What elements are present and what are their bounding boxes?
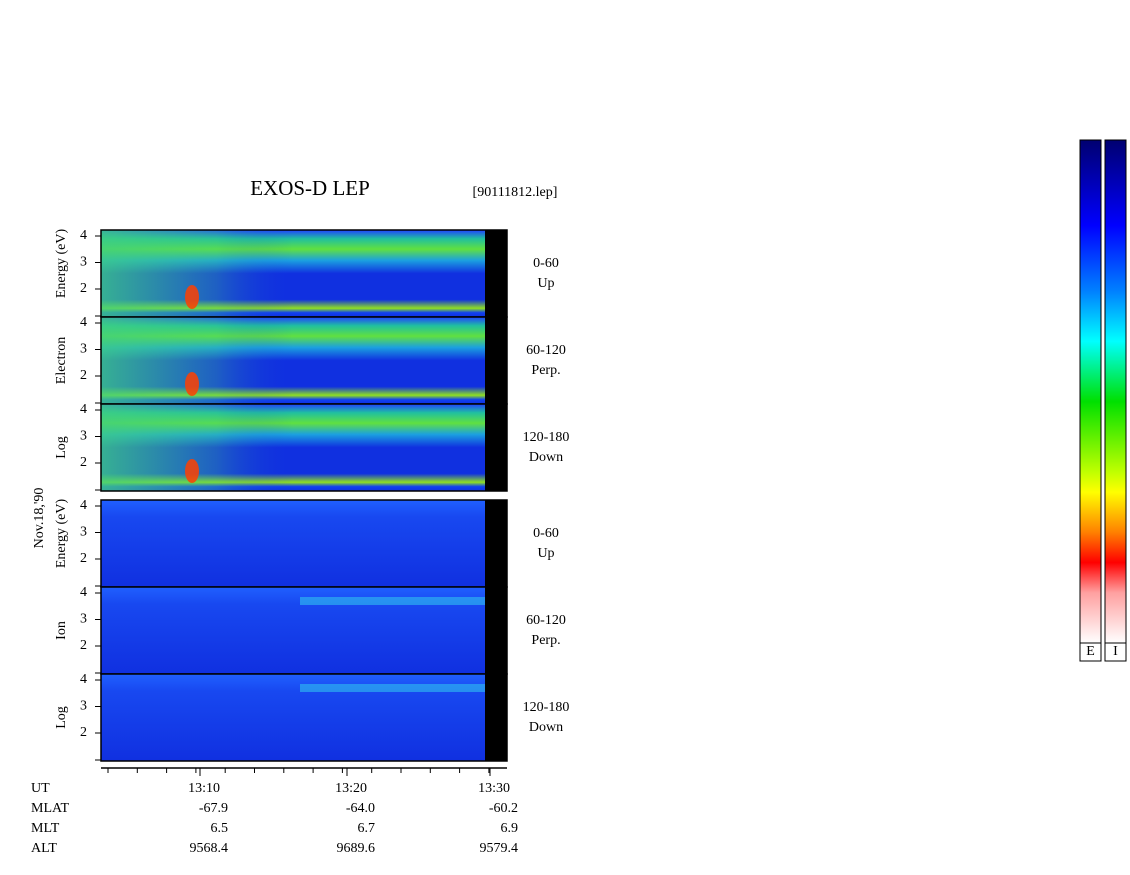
orbit-row-label: MLAT: [31, 801, 70, 816]
orbit-value: -64.0: [346, 801, 375, 816]
energy-tick-label: 2: [80, 368, 87, 383]
pitch-range: 0-60: [533, 526, 559, 541]
pitch-direction: Up: [537, 546, 554, 561]
orbit-value: 9579.4: [480, 841, 519, 856]
axis-label: Ion: [54, 621, 69, 640]
pitch-direction: Perp.: [531, 633, 560, 648]
pitch-range: 60-120: [526, 343, 566, 358]
time-tick-label: 13:20: [335, 781, 367, 796]
pitch-direction: Down: [529, 720, 563, 735]
energy-tick-label: 4: [80, 228, 87, 243]
spectrogram-overlay: [101, 317, 485, 404]
orbit-value: -67.9: [199, 801, 228, 816]
time-tick-label: 13:10: [188, 781, 220, 796]
energy-tick-label: 4: [80, 402, 87, 417]
data-gap: [485, 587, 507, 674]
time-tick-label: 13:30: [478, 781, 510, 796]
plot: EXOS-D LEP [90111812.lep] Nov.18,'90: [32, 176, 557, 549]
axis-label: Log: [54, 436, 69, 459]
data-gap: [485, 674, 507, 761]
energy-tick-label: 3: [80, 429, 87, 444]
data-gap: [485, 317, 507, 404]
pitch-direction: Up: [537, 276, 554, 291]
energy-tick-label: 4: [80, 498, 87, 513]
pitch-direction: Perp.: [531, 363, 560, 378]
energy-tick-label: 3: [80, 612, 87, 627]
spectrogram-overlay: [101, 230, 485, 317]
color-bar: [1079, 139, 1102, 644]
color-bar-label: I: [1113, 644, 1118, 659]
pitch-direction: Down: [529, 450, 563, 465]
data-gap: [485, 500, 507, 587]
data-gap: [485, 404, 507, 491]
orbit-value: 6.7: [358, 821, 376, 836]
data-gap: [485, 230, 507, 317]
orbit-row-label: UT: [31, 781, 50, 796]
pitch-range: 0-60: [533, 256, 559, 271]
spectrogram-feature: [185, 459, 199, 483]
pitch-range: 120-180: [523, 430, 570, 445]
orbit-value: 6.5: [211, 821, 229, 836]
energy-tick-label: 2: [80, 455, 87, 470]
pitch-range: 60-120: [526, 613, 566, 628]
axis-label: Energy (eV): [54, 499, 69, 569]
title: EXOS-D LEP: [250, 176, 370, 200]
energy-tick-label: 3: [80, 525, 87, 540]
spectrogram-overlay: [101, 404, 485, 491]
color-bar-label-box: [1079, 642, 1102, 662]
axis-label: Energy (eV): [54, 229, 69, 299]
energy-tick-label: 2: [80, 281, 87, 296]
spectrogram-feature: [300, 684, 485, 692]
color-bar: [1104, 139, 1127, 644]
energy-tick-label: 3: [80, 342, 87, 357]
panel-frame: [100, 403, 508, 492]
orbit-row-label: MLT: [31, 821, 60, 836]
energy-tick-label: 2: [80, 638, 87, 653]
spectrogram-feature: [185, 372, 199, 396]
color-bar-label-box: [1104, 642, 1127, 662]
energy-tick-label: 4: [80, 315, 87, 330]
color-bar-label: E: [1086, 644, 1095, 659]
energy-tick-label: 4: [80, 585, 87, 600]
orbit-value: 9689.6: [337, 841, 376, 856]
axis-label: Log: [54, 706, 69, 729]
energy-tick-label: 3: [80, 699, 87, 714]
file-name: [90111812.lep]: [473, 185, 558, 200]
spectrogram-feature: [300, 597, 485, 605]
orbit-value: 6.9: [501, 821, 519, 836]
energy-tick-label: 2: [80, 725, 87, 740]
spectrogram: [101, 500, 485, 587]
energy-tick-label: 4: [80, 672, 87, 687]
energy-tick-label: 3: [80, 255, 87, 270]
axis-label: Electron: [54, 337, 69, 384]
orbit-value: -60.2: [489, 801, 518, 816]
date: Nov.18,'90: [32, 488, 47, 549]
energy-tick-label: 2: [80, 551, 87, 566]
orbit-row-label: ALT: [31, 841, 57, 856]
pitch-range: 120-180: [523, 700, 570, 715]
orbit-value: 9568.4: [190, 841, 229, 856]
spectrogram-feature: [185, 285, 199, 309]
panel-frame: [100, 673, 508, 762]
